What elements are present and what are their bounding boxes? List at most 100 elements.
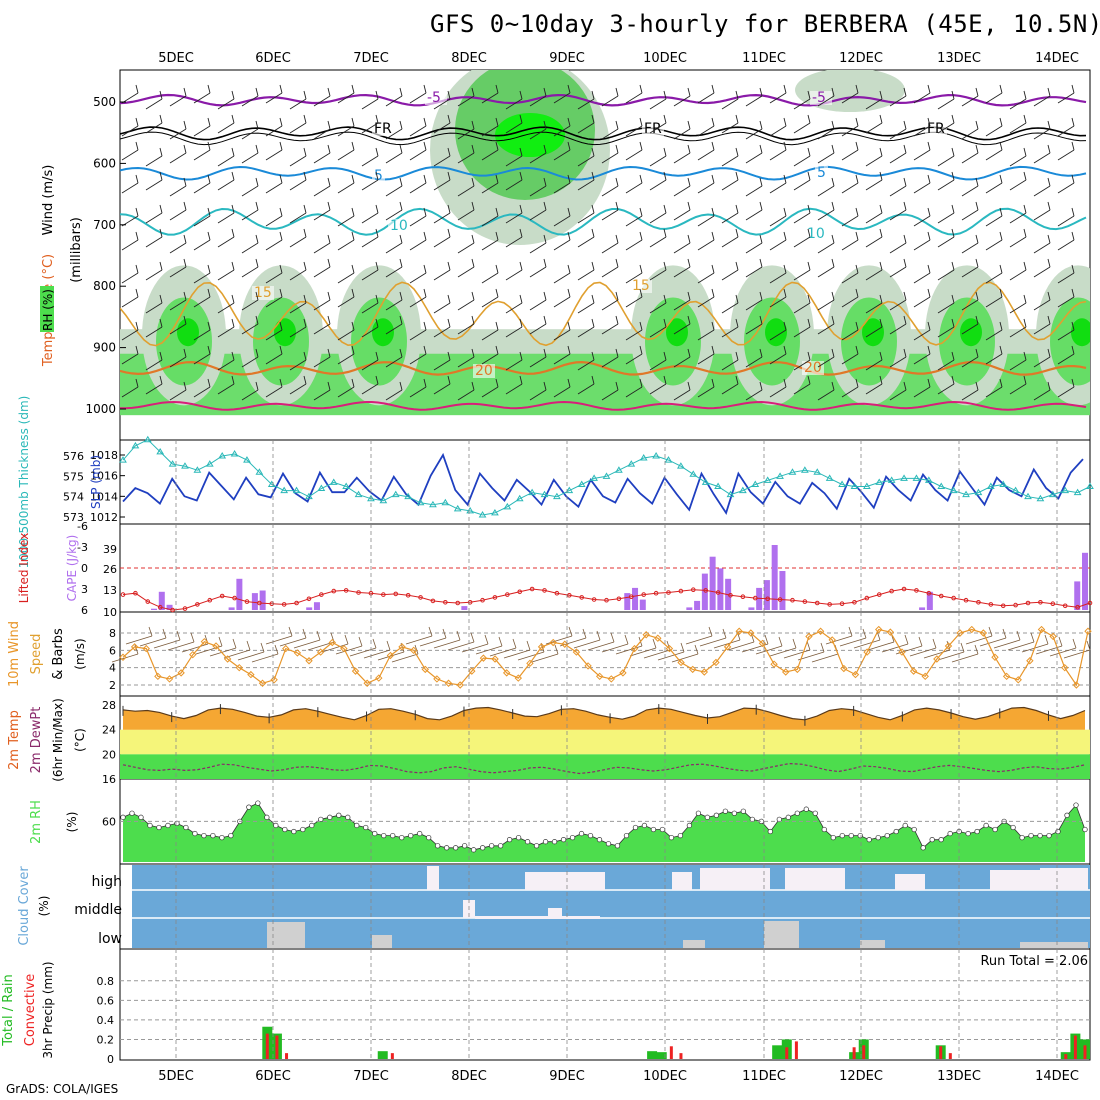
- wind-speed-point: [723, 643, 732, 651]
- pressure-tick-label: 700: [93, 218, 116, 232]
- wind-barb: [769, 272, 787, 284]
- lifted-index-point: [889, 588, 894, 594]
- slp-tick-label: 1014: [90, 490, 118, 503]
- wind-barb: [1057, 272, 1075, 284]
- wind-barb-flag: [999, 288, 1003, 298]
- wind-barb-flag: [711, 378, 715, 388]
- wind-speed-point: [863, 648, 871, 656]
- wind-barb: [577, 269, 595, 281]
- rh2m-point: [650, 826, 657, 833]
- wind-barb: [217, 302, 235, 314]
- rh2m-point: [965, 830, 971, 837]
- wind-barb-flag: [807, 261, 811, 271]
- thickness-point: [317, 484, 326, 492]
- wind-barb-flag: [615, 201, 619, 211]
- wind-barb: [889, 299, 907, 311]
- wind-barb: [841, 182, 859, 194]
- wind-barb: [1057, 386, 1075, 398]
- wind-barb-flag: [591, 351, 595, 361]
- wind-barb-flag: [807, 90, 811, 100]
- contour-label: FR: [374, 121, 392, 137]
- lifted-index-point: [145, 599, 151, 604]
- wind-barb: [889, 323, 907, 335]
- rh2m-point: [713, 812, 720, 818]
- wind-speed-point: [142, 644, 150, 653]
- wind-barb-flag: [903, 144, 907, 154]
- rh2m-point: [381, 832, 387, 839]
- wind10m-barb-flag: [302, 628, 307, 639]
- wind-barb: [337, 125, 355, 137]
- rh2m-point: [929, 837, 935, 843]
- wind-speed-point: [165, 675, 174, 683]
- wind-barb-flag: [519, 228, 523, 238]
- wind-barb: [289, 236, 307, 248]
- wind-barb: [745, 185, 763, 197]
- wind-barb-flag: [831, 315, 835, 325]
- wind-barb-flag: [135, 264, 139, 274]
- wind-barb: [745, 356, 763, 368]
- wind-barb: [865, 326, 883, 338]
- wind-speed-point: [619, 669, 627, 677]
- wind-speed-point: [549, 638, 557, 647]
- wind-speed-point: [316, 648, 325, 656]
- wind-barb: [601, 185, 619, 197]
- lifted-index-point: [740, 594, 746, 600]
- wind-barb: [505, 155, 523, 167]
- wind-barb-flag: [687, 234, 691, 244]
- lifted-index-point: [430, 598, 436, 604]
- wind-barb-flag: [471, 381, 475, 391]
- wind-barb-flag: [159, 147, 163, 157]
- lifted-index-point: [343, 588, 349, 593]
- wind-barb: [169, 266, 187, 278]
- wind-barb-flag: [231, 375, 235, 385]
- rh2m-point: [264, 814, 270, 820]
- wind10m-barb-flag: [862, 628, 867, 639]
- wind-axis-label-c: & Barbs: [51, 628, 66, 680]
- wind-barb: [241, 266, 259, 278]
- wind-barb: [841, 353, 859, 365]
- wind-speed-point: [270, 676, 278, 684]
- lifted-index-point: [232, 595, 237, 601]
- wind-barb-flag: [255, 177, 259, 187]
- wind-barb-flag: [1023, 204, 1027, 214]
- precip-total-bar: [377, 1051, 388, 1059]
- precip-conv-bar: [948, 1053, 952, 1059]
- wind-barb: [577, 302, 595, 314]
- wind10m-barb: [503, 649, 531, 659]
- wind-barb: [745, 95, 763, 107]
- wind-barb-flag: [759, 381, 763, 391]
- rh2m-point: [839, 832, 845, 839]
- wind-barb-flag: [543, 144, 547, 154]
- wind-tick-label: 4: [109, 662, 116, 675]
- rh-hump-peak: [177, 318, 199, 347]
- wind-barb: [913, 296, 931, 308]
- wind-barb: [769, 329, 787, 341]
- wind-barb: [649, 302, 667, 314]
- wind-barb-flag: [567, 174, 571, 184]
- wind-tick-label: 2: [109, 679, 116, 692]
- wind-barb-flag: [831, 381, 835, 391]
- wind10m-barb: [783, 649, 811, 659]
- wind-barb: [385, 323, 403, 335]
- wind-barb: [457, 389, 475, 401]
- wind-speed-point: [1002, 672, 1011, 681]
- precip-conv-bar: [939, 1046, 943, 1059]
- wind-speed-point: [1037, 625, 1046, 634]
- wind-barb-flag: [279, 378, 283, 388]
- rh2m-point: [578, 830, 585, 837]
- thickness-point: [453, 504, 462, 512]
- thickness-point: [503, 502, 512, 510]
- wind-barb-flag: [711, 231, 715, 241]
- wind-barb-flag: [1023, 261, 1027, 271]
- wind-barb-flag: [879, 90, 883, 100]
- wind-barb-flag: [1023, 90, 1027, 100]
- thickness-tick-label: 575: [63, 470, 84, 483]
- cape-bar: [1074, 581, 1081, 610]
- wind-barb: [841, 149, 859, 161]
- wind-barb-flag: [327, 87, 331, 97]
- wind-barb-flag: [135, 345, 139, 355]
- wind-barb-flag: [567, 264, 571, 274]
- wind-barb: [577, 179, 595, 191]
- wind-barb: [649, 212, 667, 224]
- wind-barb: [841, 329, 859, 341]
